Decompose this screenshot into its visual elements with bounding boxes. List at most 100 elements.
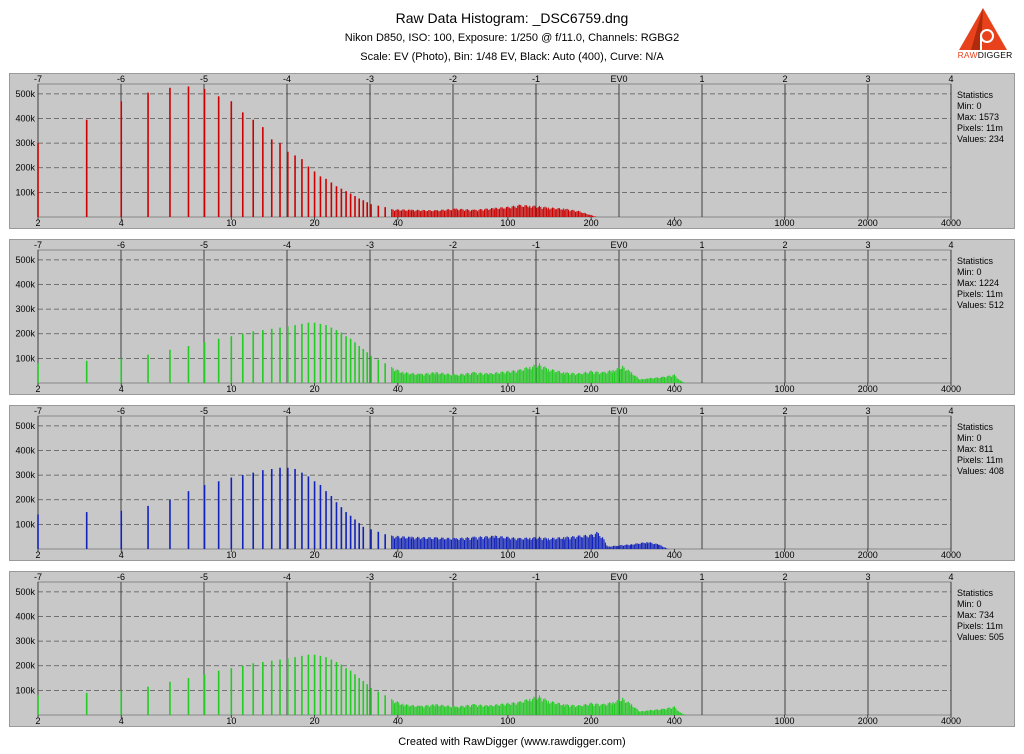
- plot-area: [37, 581, 952, 716]
- ev-tick-label: -4: [283, 406, 291, 416]
- ev-tick-label: -6: [117, 406, 125, 416]
- ev-tick-label: EV0: [610, 572, 627, 582]
- stats-values: Values: 512: [957, 300, 1004, 310]
- ev-tick-label: -1: [532, 406, 540, 416]
- ev-tick-label: -3: [366, 406, 374, 416]
- stats-min: Min: 0: [957, 599, 982, 609]
- y-tick-label: 500k: [15, 421, 35, 431]
- raw-tick-label: 4000: [941, 716, 961, 726]
- ev-tick-label: -2: [449, 74, 457, 84]
- rawdigger-logo-icon: [959, 8, 1007, 50]
- ev-tick-label: EV0: [610, 74, 627, 84]
- ev-tick-label: -3: [366, 572, 374, 582]
- raw-tick-label: 100: [500, 550, 515, 560]
- stats-min: Min: 0: [957, 101, 982, 111]
- raw-tick-label: 2000: [858, 716, 878, 726]
- ev-tick-label: -7: [34, 572, 42, 582]
- raw-tick-label: 20: [310, 716, 320, 726]
- raw-tick-label: 4: [119, 716, 124, 726]
- raw-tick-label: 100: [500, 384, 515, 394]
- histogram-panel-b: 500k 400k 300k 200k 100k -7 -6 -5 -4 -3 -2 -1 EV0 1 2 3…: [9, 405, 1015, 561]
- ev-tick-label: -6: [117, 572, 125, 582]
- raw-tick-label: 2: [35, 550, 40, 560]
- histogram-chart-g: 500k 400k 300k 200k 100k -7 -6 -5 -4 -3 -2 -1 EV0 1 2 3…: [15, 240, 1004, 394]
- ev-tick-label: -2: [449, 406, 457, 416]
- y-tick-label: 300k: [15, 636, 35, 646]
- y-tick-label: 400k: [15, 279, 35, 289]
- histogram-chart-g2: 500k 400k 300k 200k 100k -7 -6 -5 -4 -3 -2 -1 EV0 1 2 3…: [15, 572, 1003, 726]
- raw-tick-label: 100: [500, 218, 515, 228]
- raw-tick-label: 400: [667, 218, 682, 228]
- ev-tick-label: -7: [34, 74, 42, 84]
- ev-tick-label: -5: [200, 74, 208, 84]
- footer-credit: Created with RawDigger (www.rawdigger.co…: [398, 736, 626, 748]
- ev-tick-label: -2: [449, 240, 457, 250]
- ev-tick-label: 1: [699, 74, 704, 84]
- ev-tick-label: -5: [200, 240, 208, 250]
- ev-tick-label: -6: [117, 240, 125, 250]
- raw-tick-label: 400: [667, 550, 682, 560]
- stats-pixels: Pixels: 11m: [957, 621, 1003, 631]
- y-tick-label: 200k: [15, 329, 35, 339]
- y-tick-label: 300k: [15, 138, 35, 148]
- ev-tick-label: 2: [782, 240, 787, 250]
- stats-title: Statistics: [957, 256, 994, 266]
- stats-title: Statistics: [957, 588, 994, 598]
- ev-tick-label: EV0: [610, 240, 627, 250]
- ev-tick-label: 1: [699, 406, 704, 416]
- ev-tick-label: 4: [948, 572, 953, 582]
- stats-values: Values: 408: [957, 466, 1004, 476]
- stats-min: Min: 0: [957, 267, 982, 277]
- y-tick-label: 100k: [15, 187, 35, 197]
- stats-values: Values: 234: [957, 134, 1004, 144]
- scale-info: Scale: EV (Photo), Bin: 1/48 EV, Black: …: [360, 51, 664, 63]
- ev-tick-label: 3: [865, 406, 870, 416]
- histogram-panel-g: 500k 400k 300k 200k 100k -7 -6 -5 -4 -3 -2 -1 EV0 1 2 3…: [9, 239, 1015, 395]
- stats-title: Statistics: [957, 422, 994, 432]
- raw-tick-label: 20: [310, 218, 320, 228]
- ev-tick-label: EV0: [610, 406, 627, 416]
- raw-tick-label: 40: [393, 716, 403, 726]
- ev-tick-label: 4: [948, 406, 953, 416]
- raw-tick-label: 2000: [858, 384, 878, 394]
- camera-info: Nikon D850, ISO: 100, Exposure: 1/250 @ …: [344, 32, 680, 44]
- raw-tick-label: 400: [667, 384, 682, 394]
- raw-tick-label: 200: [584, 218, 599, 228]
- raw-tick-label: 20: [310, 550, 320, 560]
- raw-tick-label: 4: [119, 218, 124, 228]
- stats-pixels: Pixels: 11m: [957, 455, 1003, 465]
- raw-tick-label: 4: [119, 550, 124, 560]
- histogram-chart-r: 500k 400k 300k 200k 100k -7 -6 -5 -4 -3 -2 -1 EV0 1 2 3…: [15, 74, 1004, 228]
- y-tick-label: 300k: [15, 470, 35, 480]
- raw-tick-label: 10: [226, 384, 236, 394]
- raw-tick-label: 200: [584, 550, 599, 560]
- ev-tick-label: 1: [699, 240, 704, 250]
- ev-tick-label: -5: [200, 572, 208, 582]
- ev-tick-label: 3: [865, 572, 870, 582]
- y-tick-label: 100k: [15, 353, 35, 363]
- raw-tick-label: 20: [310, 384, 320, 394]
- y-tick-label: 400k: [15, 113, 35, 123]
- raw-tick-label: 400: [667, 716, 682, 726]
- ev-tick-label: -4: [283, 240, 291, 250]
- histogram-panel-r: 500k 400k 300k 200k 100k -7 -6 -5 -4 -3 -2 -1 EV0 1 2 3…: [9, 73, 1015, 229]
- raw-tick-label: 2000: [858, 550, 878, 560]
- y-tick-label: 200k: [15, 495, 35, 505]
- raw-tick-label: 10: [226, 218, 236, 228]
- stats-title: Statistics: [957, 90, 994, 100]
- raw-tick-label: 2000: [858, 218, 878, 228]
- raw-tick-label: 4000: [941, 218, 961, 228]
- ev-tick-label: -6: [117, 74, 125, 84]
- raw-tick-label: 1000: [774, 550, 794, 560]
- ev-tick-label: -5: [200, 406, 208, 416]
- y-tick-label: 100k: [15, 519, 35, 529]
- ev-tick-label: 4: [948, 74, 953, 84]
- y-tick-label: 500k: [15, 587, 35, 597]
- raw-tick-label: 100: [500, 716, 515, 726]
- stats-pixels: Pixels: 11m: [957, 289, 1003, 299]
- y-tick-label: 300k: [15, 304, 35, 314]
- histogram-title: Raw Data Histogram: _DSC6759.dng: [395, 10, 629, 26]
- stats-max: Max: 1224: [957, 278, 999, 288]
- ev-tick-label: 3: [865, 74, 870, 84]
- stats-pixels: Pixels: 11m: [957, 123, 1003, 133]
